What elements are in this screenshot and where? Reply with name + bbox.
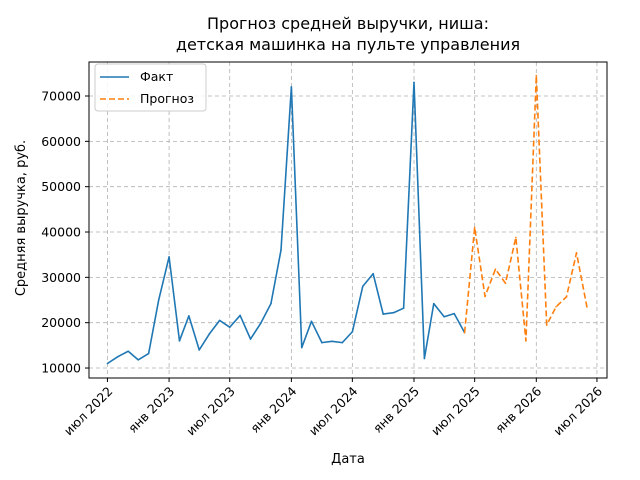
data-point-fact bbox=[168, 256, 170, 258]
y-axis-label: Средняя выручка, руб. bbox=[14, 140, 29, 296]
data-point-forecast bbox=[586, 306, 588, 308]
data-point-forecast bbox=[535, 74, 538, 77]
chart-title-line-1: Прогноз средней выручки, ниша: bbox=[207, 14, 489, 33]
data-point-fact bbox=[321, 341, 323, 344]
data-point-fact bbox=[117, 355, 119, 358]
y-tick-label: 30000 bbox=[41, 270, 81, 285]
data-point-fact bbox=[188, 315, 190, 317]
data-point-fact bbox=[228, 326, 231, 329]
data-point-fact bbox=[249, 338, 252, 340]
data-point-forecast bbox=[545, 324, 548, 326]
data-point-fact bbox=[382, 313, 384, 315]
data-point-fact bbox=[402, 307, 405, 309]
data-point-fact bbox=[453, 312, 456, 315]
plot-frame bbox=[88, 61, 608, 379]
data-point-fact bbox=[310, 320, 313, 323]
data-point-fact bbox=[423, 357, 426, 360]
legend-label-forecast: Прогноз bbox=[140, 91, 194, 106]
data-point-forecast bbox=[484, 295, 486, 298]
data-point-forecast bbox=[565, 296, 568, 298]
data-point-fact bbox=[331, 340, 333, 343]
data-point-forecast bbox=[463, 331, 466, 334]
data-point-fact bbox=[259, 322, 262, 325]
data-point-fact bbox=[178, 340, 181, 342]
data-point-forecast bbox=[575, 252, 578, 254]
data-point-fact bbox=[106, 362, 109, 365]
data-point-fact bbox=[127, 350, 130, 353]
data-point-fact bbox=[157, 299, 160, 301]
data-point-fact bbox=[290, 86, 293, 88]
series-layer bbox=[106, 74, 588, 365]
data-point-fact bbox=[432, 302, 435, 305]
y-tick-label: 70000 bbox=[41, 89, 81, 104]
y-tick-label: 50000 bbox=[41, 179, 81, 194]
data-point-fact bbox=[208, 333, 211, 335]
data-point-fact bbox=[270, 302, 272, 305]
chart-title-line-2: детская машинка на пульте управления bbox=[176, 35, 520, 54]
y-tick-label: 40000 bbox=[41, 225, 81, 240]
y-tick-label: 60000 bbox=[41, 134, 81, 149]
data-point-fact bbox=[351, 330, 354, 333]
x-axis-label: Дата bbox=[331, 452, 365, 467]
data-point-forecast bbox=[555, 306, 557, 308]
y-tick-label: 10000 bbox=[41, 361, 81, 376]
data-point-fact bbox=[280, 249, 282, 251]
data-point-fact bbox=[361, 285, 364, 288]
data-point-fact bbox=[137, 359, 140, 361]
data-point-fact bbox=[413, 81, 415, 84]
data-point-forecast bbox=[525, 340, 527, 342]
data-point-forecast bbox=[494, 268, 497, 270]
data-point-forecast bbox=[504, 282, 507, 285]
legend-label-fact: Факт bbox=[140, 69, 173, 84]
grid bbox=[89, 62, 607, 378]
data-point-fact bbox=[198, 349, 201, 351]
data-point-fact bbox=[372, 272, 374, 275]
data-point-fact bbox=[239, 314, 241, 317]
series-line-fact bbox=[106, 81, 466, 365]
legend: Факт Прогноз bbox=[94, 63, 207, 112]
data-point-fact bbox=[392, 311, 395, 314]
data-point-forecast bbox=[515, 236, 517, 239]
data-point-forecast bbox=[473, 226, 476, 229]
data-point-fact bbox=[341, 341, 344, 344]
data-point-fact bbox=[218, 319, 221, 322]
data-point-fact bbox=[300, 346, 303, 349]
data-point-fact bbox=[443, 315, 445, 318]
data-point-fact bbox=[147, 352, 150, 355]
y-tick-label: 20000 bbox=[41, 315, 81, 330]
